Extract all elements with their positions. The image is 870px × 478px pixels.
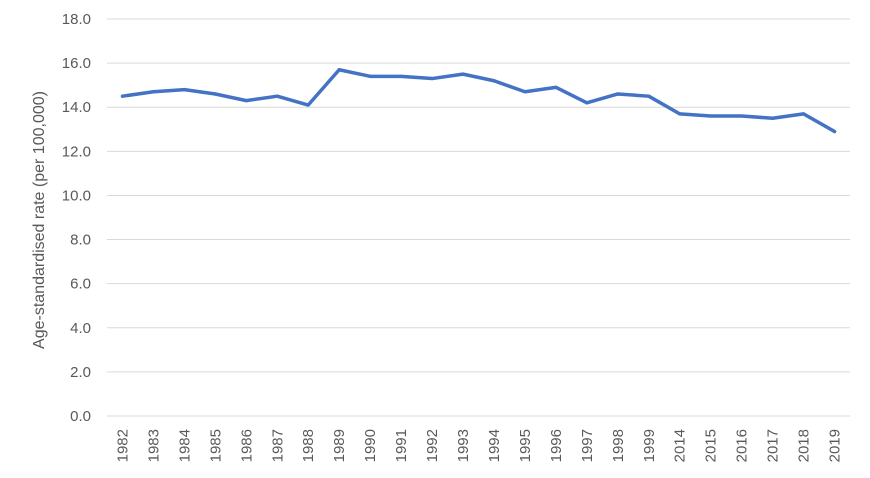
x-tick-label: 2014 <box>672 429 689 462</box>
data-point <box>801 112 806 116</box>
x-axis-ticks: 1982 1983 1984 1985 1986 1987 1988 1989 1990 1991… <box>114 429 843 462</box>
series-layer <box>120 67 837 134</box>
data-point <box>523 90 527 94</box>
data-point <box>461 72 465 76</box>
data-point <box>244 99 248 103</box>
data-point <box>275 94 279 98</box>
y-tick-label: 18.0 <box>62 11 91 28</box>
data-point <box>182 87 186 92</box>
data-point <box>120 94 125 98</box>
x-tick-label: 2016 <box>734 429 751 462</box>
data-point <box>647 94 651 98</box>
x-tick-label: 1982 <box>114 429 131 462</box>
y-tick-label: 10.0 <box>62 187 91 204</box>
y-tick-label: 4.0 <box>70 320 91 337</box>
data-point <box>709 114 713 118</box>
data-point <box>337 68 341 72</box>
x-tick-label: 1997 <box>579 429 596 462</box>
y-axis-title: Age-standardised rate (per 100,000) <box>31 91 48 349</box>
x-tick-label: 2019 <box>827 429 844 462</box>
y-tick-label: 16.0 <box>62 55 91 72</box>
x-tick-label: 1991 <box>393 429 410 462</box>
y-tick-label: 0.0 <box>70 408 91 425</box>
x-tick-label: 1985 <box>207 429 224 462</box>
data-point <box>306 103 310 107</box>
data-point <box>492 79 496 83</box>
y-tick-label: 8.0 <box>70 232 91 249</box>
data-point <box>554 85 558 89</box>
x-tick-label: 2015 <box>703 429 720 462</box>
x-tick-label: 1983 <box>145 429 162 462</box>
y-axis-ticks: 0.0 2.0 4.0 6.0 8.0 10.0 12.0 14.0 16.0 18.0 <box>62 11 91 425</box>
data-point <box>771 116 775 120</box>
data-point <box>678 112 682 116</box>
x-tick-label: 1994 <box>486 429 503 462</box>
data-point <box>151 90 156 94</box>
x-tick-label: 1998 <box>610 429 627 462</box>
x-tick-label: 2017 <box>765 429 782 462</box>
y-tick-label: 14.0 <box>62 99 91 116</box>
x-tick-label: 1984 <box>176 429 193 462</box>
x-tick-label: 1989 <box>331 429 348 462</box>
data-point <box>740 114 744 118</box>
x-tick-label: 1988 <box>300 429 317 462</box>
data-point <box>832 129 837 134</box>
y-tick-label: 12.0 <box>62 143 91 160</box>
data-point <box>368 74 372 78</box>
x-tick-label: 1987 <box>269 429 286 462</box>
x-tick-label: 1986 <box>238 429 255 462</box>
x-tick-label: 1993 <box>455 429 472 462</box>
data-point <box>430 76 434 81</box>
data-point <box>616 92 620 96</box>
series-line <box>120 67 837 134</box>
data-point <box>585 101 589 105</box>
x-tick-label: 1992 <box>424 429 441 462</box>
data-point <box>399 74 403 78</box>
data-point <box>213 92 217 96</box>
x-tick-label: 1996 <box>548 429 565 462</box>
x-tick-label: 1990 <box>362 429 379 462</box>
x-tick-label: 1995 <box>517 429 534 462</box>
y-tick-label: 6.0 <box>70 276 91 293</box>
y-tick-label: 2.0 <box>70 364 91 381</box>
x-tick-label: 2018 <box>796 429 813 462</box>
gridlines <box>107 18 850 417</box>
x-tick-label: 1999 <box>641 429 658 462</box>
